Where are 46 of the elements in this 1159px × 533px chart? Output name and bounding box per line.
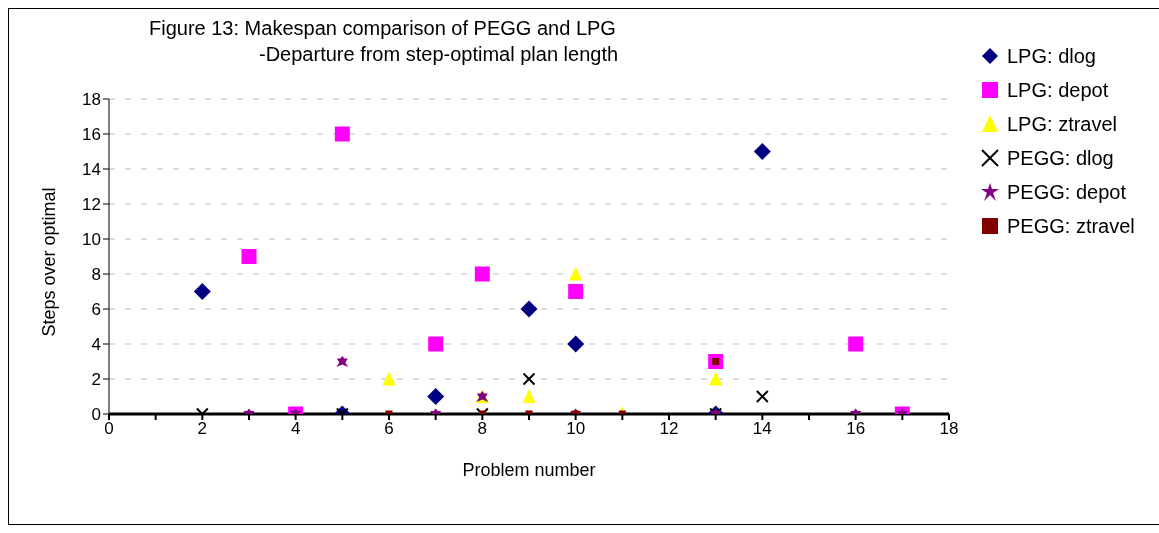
x-tick-label: 18 — [939, 419, 959, 439]
x-tick-label: 2 — [197, 419, 208, 439]
y-tick-label: 18 — [82, 90, 101, 110]
point — [709, 371, 723, 386]
x-tick-label: 8 — [477, 419, 488, 439]
point — [568, 284, 584, 299]
y-tick-label: 2 — [91, 370, 101, 390]
chart-subtitle: -Departure from step-optimal plan length — [258, 42, 619, 67]
x-tick-label: 6 — [384, 419, 394, 439]
point — [427, 388, 445, 405]
x-tick-label: 16 — [846, 419, 866, 439]
legend-label: LPG: depot — [1007, 78, 1109, 102]
point — [428, 336, 444, 352]
point — [382, 371, 396, 386]
y-tick-label: 0 — [91, 405, 101, 425]
x-tick-label: 10 — [566, 419, 586, 439]
x-tick-label: 14 — [752, 419, 772, 439]
y-tick-label: 14 — [82, 160, 101, 180]
point — [848, 336, 864, 352]
x-tick-label: 0 — [104, 419, 114, 439]
chart-title: Figure 13: Makespan comparison of PEGG and LPG — [149, 16, 617, 41]
point — [569, 266, 583, 281]
point — [522, 372, 536, 386]
y-axis-title: Steps over optimal — [39, 187, 60, 337]
point — [241, 249, 257, 264]
legend-label: PEGG: depot — [1007, 180, 1126, 204]
y-tick-label: 4 — [91, 335, 101, 355]
point — [567, 335, 585, 353]
point — [520, 300, 538, 318]
legend-label: PEGG: ztravel — [1007, 214, 1135, 238]
point — [755, 390, 769, 403]
point — [336, 356, 349, 367]
x-tick-label: 12 — [659, 419, 679, 439]
x-axis-title: Problem number — [462, 460, 596, 480]
y-tick-label: 10 — [82, 230, 101, 250]
legend-label: LPG: ztravel — [1007, 112, 1118, 136]
point — [522, 389, 536, 403]
point — [193, 283, 211, 300]
point — [474, 266, 490, 282]
y-tick-label: 16 — [82, 125, 101, 145]
y-tick-label: 12 — [82, 195, 101, 215]
legend-label: LPG: dlog — [1007, 44, 1096, 68]
x-tick-label: 4 — [290, 419, 301, 439]
y-tick-label: 8 — [91, 265, 101, 285]
y-tick-label: 6 — [91, 300, 101, 320]
legend-label: PEGG: dlog — [1007, 146, 1114, 170]
